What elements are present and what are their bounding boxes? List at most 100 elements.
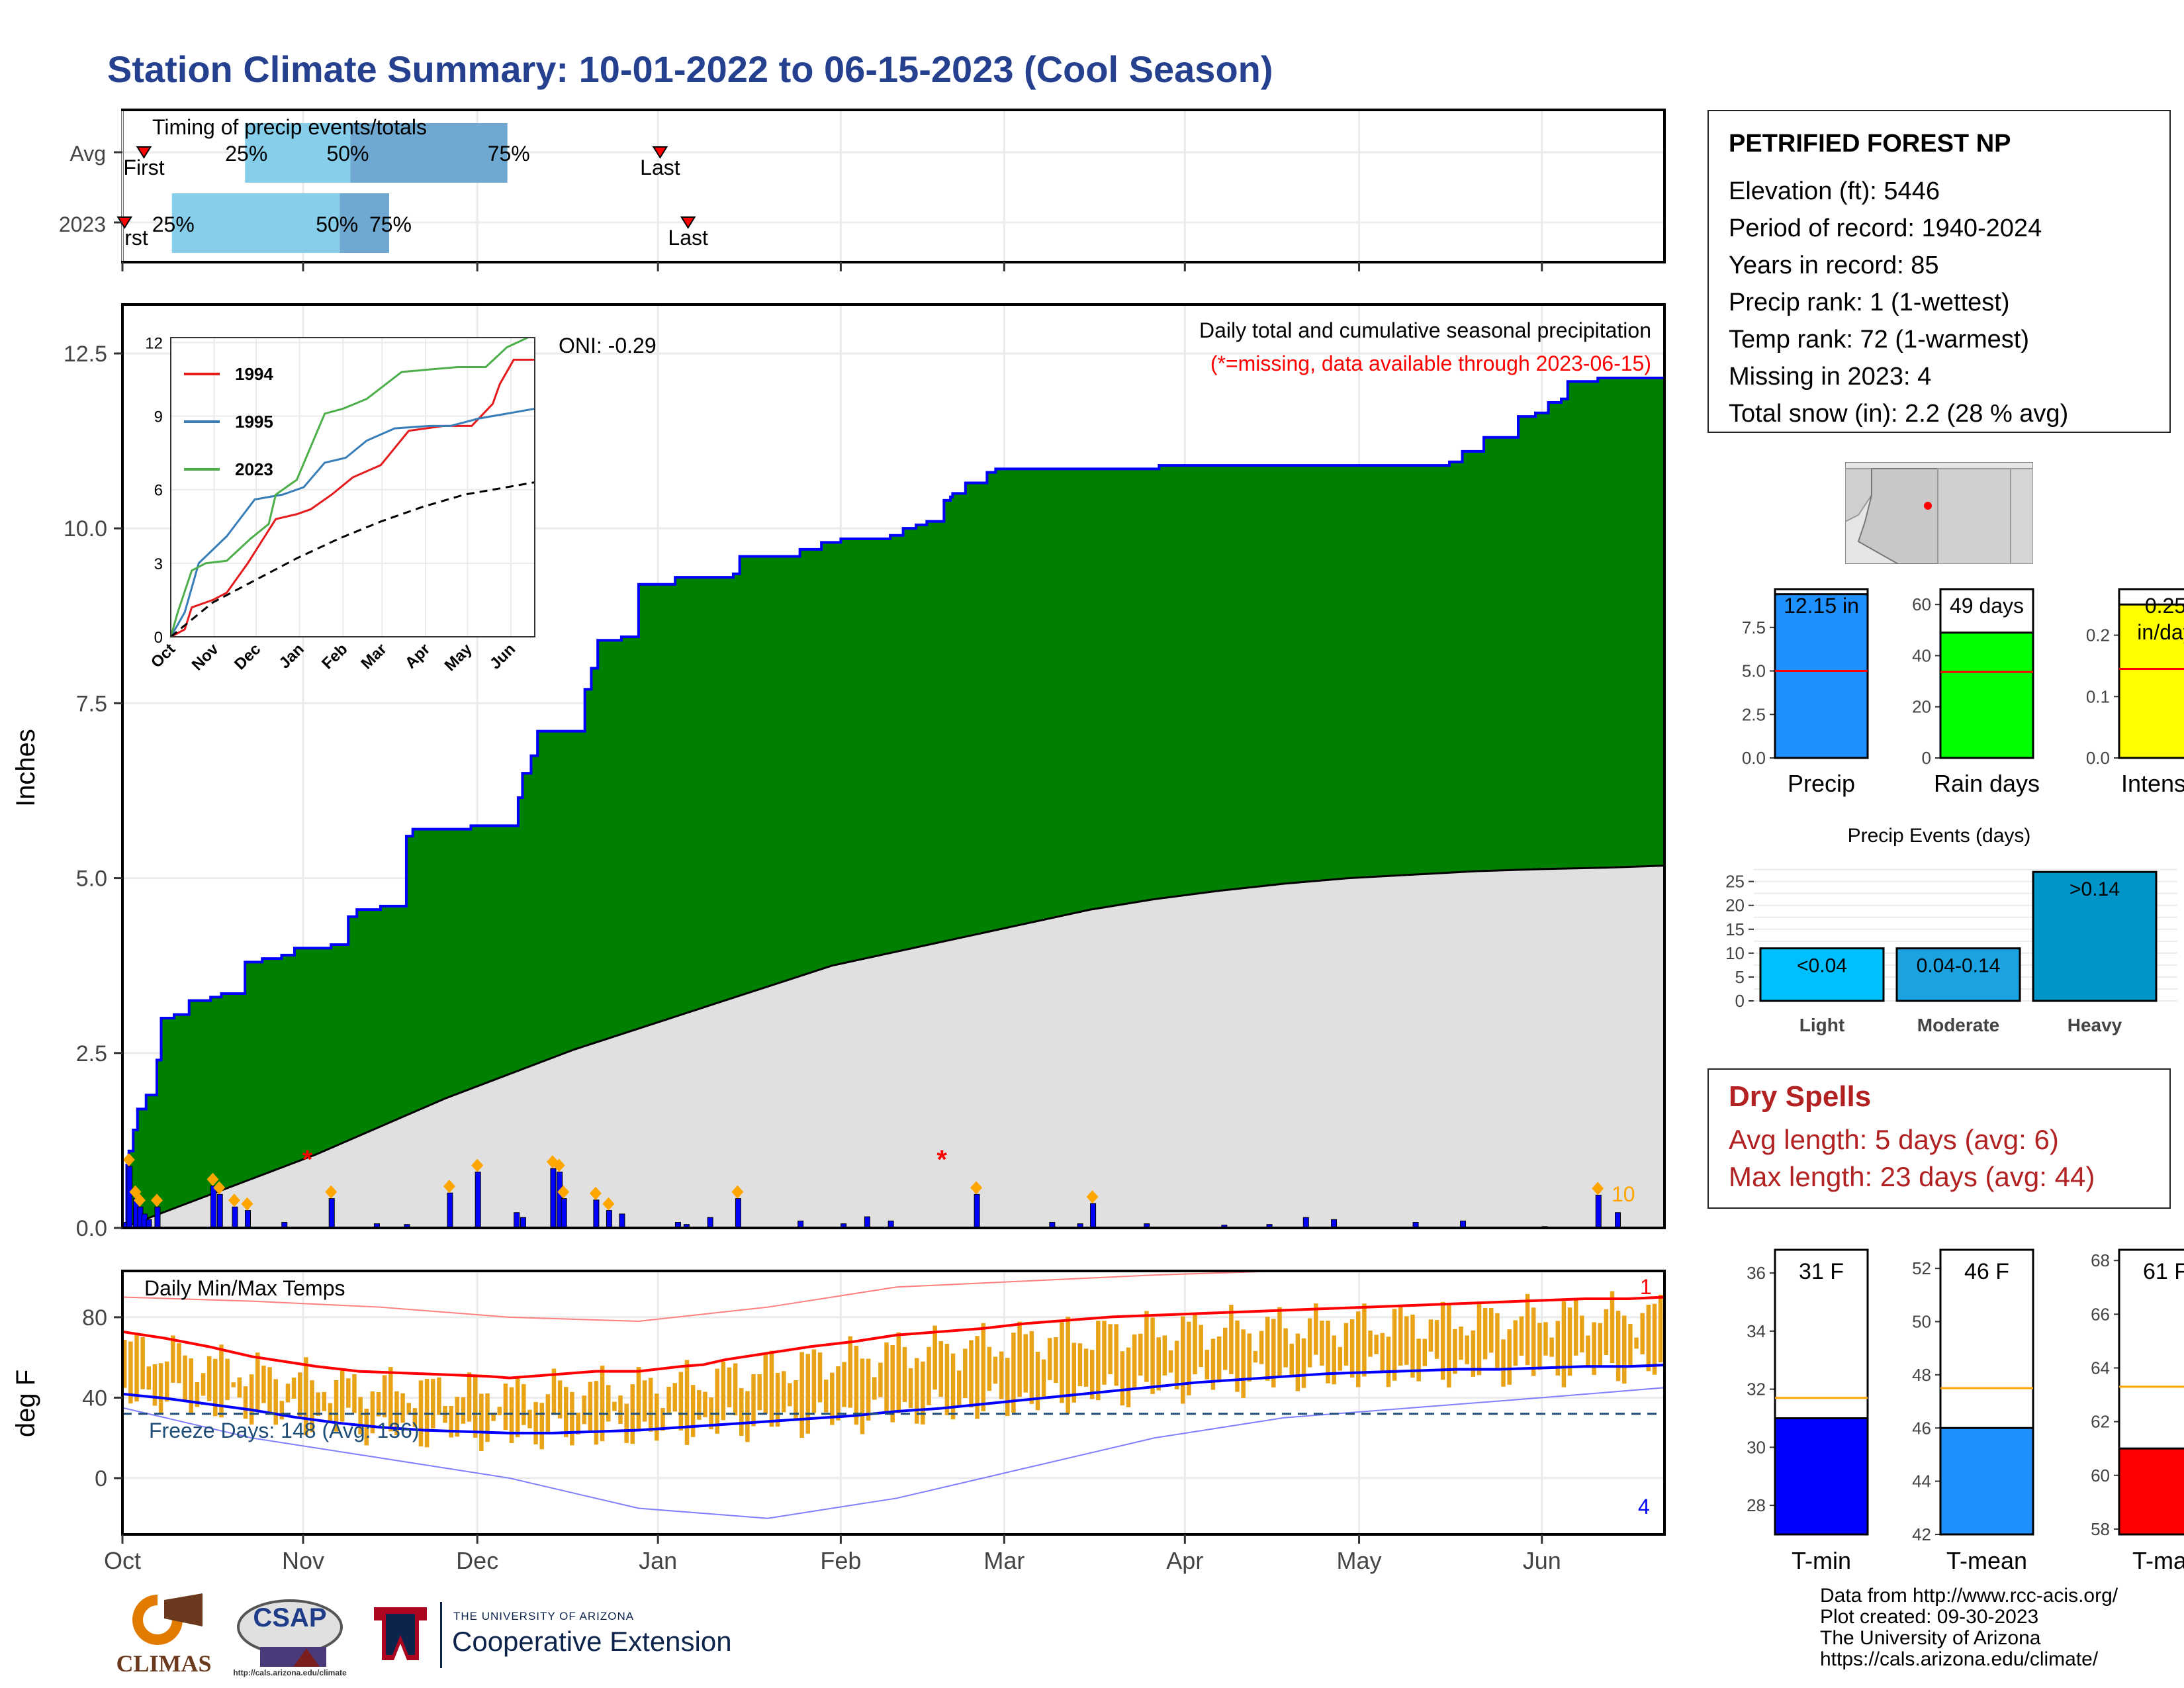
daily-temp-bar [842, 1362, 846, 1407]
temp-summary-value-0: 31 F [1799, 1259, 1844, 1284]
timing-label-75-avg: 75% [488, 142, 530, 165]
daily-temp-bar [1567, 1307, 1572, 1376]
daily-temp-bar [1471, 1330, 1476, 1377]
daily-temp-bar [1277, 1307, 1282, 1377]
daily-temp-bar [866, 1358, 871, 1421]
inset-legend-label-1995: 1995 [235, 412, 273, 432]
events-bar-light [1759, 947, 1885, 1002]
daily-temp-bar [1549, 1337, 1554, 1357]
timing-last-marker-avg [652, 146, 668, 159]
inset-line-1994 [170, 358, 535, 638]
summary-label-0: Precip [1788, 770, 1855, 797]
daily-temp-bar [310, 1380, 314, 1432]
month-label: Feb [820, 1547, 861, 1574]
timing-panel: 25% 50% 75% First Last 25% 50% 75% rst Last Timin… [59, 109, 1666, 263]
inset-line-2023 [169, 336, 529, 637]
ua-logo [361, 1601, 440, 1667]
summary-ytick-label: 0.0 [1742, 748, 1766, 768]
daily-temp-bar [1489, 1307, 1494, 1353]
climas-logo-text: CLIMAS [116, 1650, 212, 1677]
missing-data-marker: * [302, 1145, 313, 1174]
daily-temp-bar [975, 1336, 979, 1419]
credit-plot-created: Plot created: 09-30-2023 [1820, 1606, 2039, 1628]
temp-summary-ytick-label: 30 [1747, 1437, 1766, 1457]
daily-temp-bar [1465, 1335, 1469, 1364]
daily-temp-bar [1005, 1358, 1010, 1417]
daily-temp-bar [382, 1375, 387, 1418]
daily-temp-bar [219, 1344, 224, 1418]
daily-temp-bar [1193, 1315, 1197, 1375]
daily-temp-bar [1162, 1335, 1167, 1376]
daily-temp-bar [467, 1372, 472, 1422]
temp-summary-ytick-label: 42 [1912, 1524, 1931, 1544]
daily-temp-bar [243, 1386, 248, 1419]
daily-temp-bar [134, 1335, 139, 1402]
daily-temp-bar [1434, 1320, 1439, 1359]
inset-ytick-label: 3 [154, 555, 163, 573]
daily-temp-bar [921, 1361, 925, 1425]
daily-temp-bar [896, 1332, 901, 1413]
csap-logo-text: CSAP [253, 1603, 327, 1632]
daily-temp-bar [1640, 1313, 1645, 1354]
ua-extension-text: Cooperative Extension [452, 1626, 732, 1657]
daily-temp-bar [1580, 1315, 1584, 1353]
daily-temp-bar [1482, 1308, 1488, 1360]
daily-temp-bar [908, 1368, 913, 1409]
temp-ytick-label: 0 [95, 1466, 107, 1491]
daily-temp-bar [358, 1397, 363, 1434]
state-outline-east [2010, 468, 2033, 564]
daily-temp-bar [255, 1352, 260, 1412]
daily-temp-bar [322, 1391, 327, 1411]
temp-panel: 0 40 80 Daily Min/Max Temps Freeze Days: 1… [11, 1270, 1666, 1536]
ua-divider [440, 1602, 442, 1668]
heavy-precip-marker [731, 1185, 744, 1199]
temp-summary-ytick-label: 66 [2091, 1304, 2110, 1324]
daily-temp-bar [1247, 1333, 1252, 1382]
station-snow: Total snow (in): 2.2 (28 % avg) [1729, 400, 2069, 428]
month-label: Mar [983, 1547, 1024, 1574]
heavy-precip-marker [589, 1186, 602, 1200]
daily-temp-bar [1023, 1334, 1028, 1393]
credits: Data from http://www.rcc-acis.org/ Plot … [1820, 1585, 2118, 1670]
events-bar-label-light: <0.04 [1797, 955, 1847, 977]
daily-temp-bar [177, 1343, 181, 1383]
events-ytick-label: 20 [1725, 896, 1745, 915]
summary-bar-0 [1774, 593, 1869, 759]
state-outline-west [1845, 468, 1872, 523]
daily-temp-bar [1410, 1314, 1415, 1378]
precip-ytick-label: 12.5 [64, 342, 107, 367]
daily-temp-bar [933, 1325, 937, 1390]
daily-temp-bar [297, 1372, 302, 1417]
daily-temp-bar [1144, 1311, 1149, 1382]
temp-summary-ytick-label: 36 [1747, 1263, 1766, 1283]
station-elevation: Elevation (ft): 5446 [1729, 177, 1940, 205]
summary-value-0: 12.15 in [1784, 594, 1859, 618]
inset-ytick-label: 12 [145, 334, 163, 352]
daily-precip-bar [210, 1186, 216, 1229]
daily-temp-bar [594, 1381, 599, 1445]
daily-temp-bar [1253, 1350, 1258, 1363]
station-location-dot [1924, 502, 1932, 510]
daily-temp-bar [697, 1389, 702, 1420]
daily-precip-bar [126, 1166, 133, 1229]
daily-temp-bar [1338, 1346, 1343, 1371]
daily-temp-bar [969, 1340, 974, 1408]
daily-temp-bar [1150, 1317, 1155, 1394]
summary-ytick-label: 60 [1912, 594, 1931, 614]
timing-bar-50-75-2023 [340, 193, 389, 253]
timing-last-marker-2023 [680, 216, 696, 229]
daily-temp-bar [1089, 1350, 1095, 1399]
inset-average-line [170, 481, 535, 638]
daily-temp-bar [158, 1363, 163, 1415]
daily-temp-bar [1440, 1301, 1445, 1380]
daily-temp-bar [497, 1407, 502, 1415]
daily-temp-bar [1066, 1317, 1070, 1415]
main-chart-area: 25% 50% 75% First Last 25% 50% 75% rst Last Timin… [11, 109, 1666, 1574]
daily-temp-bar [237, 1377, 242, 1398]
daily-temp-bar [1071, 1342, 1077, 1403]
daily-temp-bar [1077, 1343, 1083, 1387]
daily-temp-bar [503, 1383, 508, 1430]
station-temp-rank: Temp rank: 72 (1-warmest) [1729, 326, 2030, 353]
precip-ytick-label: 7.5 [76, 691, 107, 716]
